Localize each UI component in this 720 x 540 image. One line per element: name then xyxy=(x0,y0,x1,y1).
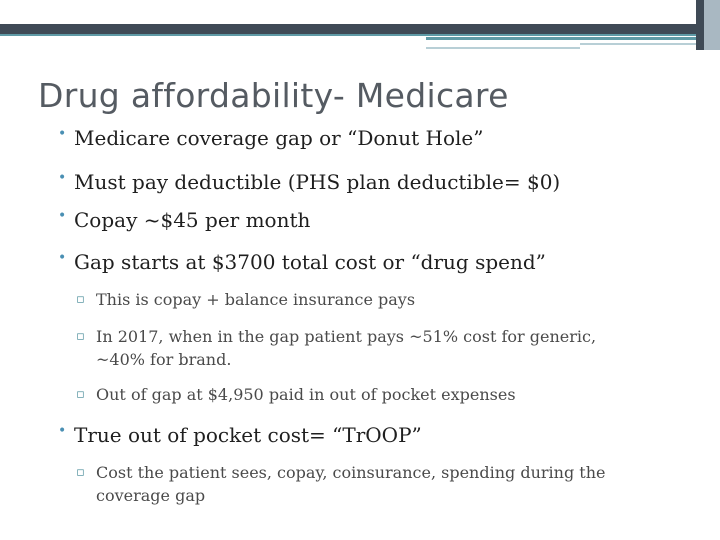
sub-bullet-text: This is copay + balance insurance pays xyxy=(96,290,416,309)
bullet-text: Gap starts at $3700 total cost or “drug … xyxy=(74,250,546,274)
bullet-marker: • xyxy=(58,208,67,224)
bullet-text: Must pay deductible (PHS plan deductible… xyxy=(74,170,561,194)
bullet-marker: • xyxy=(58,423,67,439)
bullet-text: Copay ~$45 per month xyxy=(74,208,311,232)
header-teal-line xyxy=(0,34,720,36)
header-thin-line-2 xyxy=(426,47,580,49)
sub-bullet-marker: ▫ xyxy=(76,465,85,480)
bullet-marker: • xyxy=(58,250,67,266)
header-band xyxy=(0,0,720,24)
bullet-text: Medicare coverage gap or “Donut Hole” xyxy=(74,126,484,150)
header-teal-accent xyxy=(426,37,696,40)
sub-bullet-marker: ▫ xyxy=(76,292,85,307)
slide-title: Drug affordability- Medicare xyxy=(38,76,509,115)
sub-bullet-marker: ▫ xyxy=(76,329,85,344)
corner-block-light xyxy=(704,0,720,50)
header-thin-line xyxy=(580,43,696,45)
corner-block-dark xyxy=(696,0,704,50)
sub-bullet-text: Cost the patient sees, copay, coinsuranc… xyxy=(96,463,606,505)
sub-bullet-text: Out of gap at $4,950 paid in out of pock… xyxy=(96,385,516,404)
sub-bullet-marker: ▫ xyxy=(76,387,85,402)
bullet-text: True out of pocket cost= “TrOOP” xyxy=(74,423,422,447)
bullet-marker: • xyxy=(58,170,67,186)
header-dark-band xyxy=(0,24,696,34)
sub-bullet-text: In 2017, when in the gap patient pays ~5… xyxy=(96,327,597,369)
bullet-marker: • xyxy=(58,126,67,142)
